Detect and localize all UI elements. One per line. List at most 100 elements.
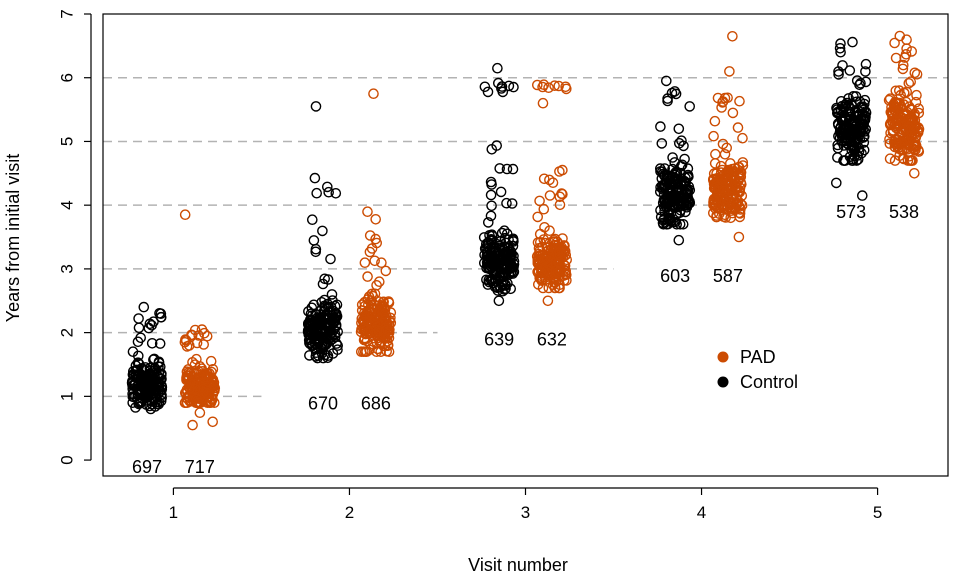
data-point (537, 282, 549, 294)
data-point (139, 374, 150, 386)
data-point (154, 338, 166, 349)
data-point (532, 211, 544, 223)
data-point (148, 354, 159, 366)
data-point (735, 171, 747, 183)
data-point (833, 130, 844, 142)
data-point (132, 357, 144, 369)
data-point (534, 272, 546, 284)
y-tick-label-2: 2 (58, 328, 77, 337)
data-point (911, 69, 923, 80)
data-point (207, 416, 218, 428)
point-group-visit-2-pad (355, 88, 397, 358)
data-point (326, 289, 338, 300)
legend-marker-pad (717, 351, 729, 363)
data-point (189, 359, 201, 371)
data-point (680, 172, 691, 184)
data-point (890, 52, 902, 64)
data-point (380, 322, 391, 334)
data-point (330, 187, 342, 199)
point-group-visit-3-control (478, 62, 520, 307)
data-point (898, 87, 910, 99)
data-point (675, 204, 686, 216)
data-point (153, 367, 165, 379)
data-point (655, 121, 666, 132)
data-point (485, 189, 497, 201)
data-point (709, 158, 721, 169)
data-point (857, 113, 868, 124)
data-point (734, 95, 745, 107)
data-point (187, 419, 198, 431)
data-point (308, 235, 320, 246)
legend-label-pad: PAD (740, 347, 776, 367)
data-point (179, 209, 191, 220)
data-point (678, 179, 690, 191)
data-point (670, 169, 681, 181)
data-point (322, 333, 334, 345)
data-point (909, 67, 921, 79)
data-point (902, 121, 914, 132)
data-point (316, 324, 327, 335)
data-point (482, 217, 494, 228)
data-point (486, 200, 497, 212)
data-point (678, 140, 689, 152)
data-point (362, 206, 373, 217)
data-point (306, 214, 318, 225)
data-point (670, 88, 682, 100)
data-point (492, 62, 503, 74)
count-label-visit-4-control: 603 (660, 266, 690, 286)
data-point (371, 327, 383, 339)
data-point (538, 234, 550, 245)
data-point (558, 247, 570, 258)
data-point (708, 130, 719, 142)
data-point (666, 87, 678, 99)
data-point (737, 132, 748, 144)
data-point (855, 78, 866, 89)
data-point (364, 230, 376, 241)
data-point (889, 138, 901, 150)
data-point (377, 308, 389, 320)
data-point (181, 397, 193, 409)
x-tick-label-3: 3 (521, 503, 530, 522)
data-point (304, 317, 315, 329)
data-point (723, 164, 734, 176)
data-point (557, 164, 568, 176)
data-point (907, 155, 918, 166)
data-point (492, 77, 504, 89)
data-point (906, 104, 918, 116)
plot-frame (102, 13, 949, 477)
data-point (370, 213, 382, 225)
x-tick-label-2: 2 (345, 503, 354, 522)
data-point (311, 187, 323, 199)
data-point (655, 204, 666, 216)
data-point (373, 276, 385, 288)
data-point (508, 81, 519, 93)
data-point (844, 65, 856, 76)
data-point (719, 148, 731, 160)
data-point (493, 295, 505, 307)
y-tick-label-1: 1 (58, 392, 77, 401)
data-point (888, 125, 899, 136)
data-point (309, 330, 321, 342)
data-point (675, 179, 686, 190)
data-point (559, 260, 571, 272)
data-point (201, 387, 212, 399)
y-tick-label-0: 0 (58, 455, 77, 464)
data-point (482, 240, 494, 252)
data-point (657, 168, 669, 180)
data-point (382, 339, 394, 351)
data-point (887, 107, 899, 118)
data-point (496, 227, 508, 239)
data-point (506, 198, 518, 209)
count-label-visit-1-pad: 717 (185, 457, 215, 477)
data-point (898, 59, 909, 71)
data-point (537, 97, 549, 109)
data-point (902, 143, 914, 155)
data-point (660, 195, 671, 207)
data-point (319, 349, 331, 361)
data-point (898, 109, 910, 121)
data-point (203, 376, 214, 388)
data-point (368, 88, 379, 99)
data-point (663, 213, 674, 224)
data-point (554, 282, 565, 294)
